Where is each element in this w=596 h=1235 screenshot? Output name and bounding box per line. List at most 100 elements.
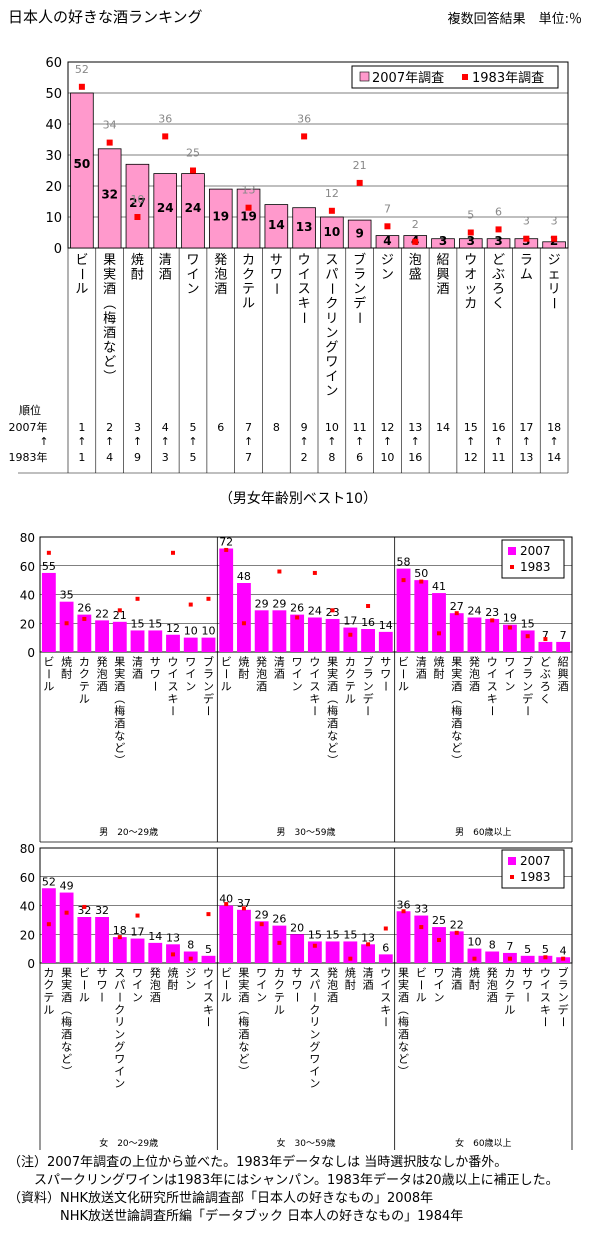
bar	[201, 955, 216, 963]
bar	[520, 630, 535, 652]
marker	[134, 214, 141, 220]
category-label: ル	[242, 297, 255, 312]
category-label: ウ	[464, 253, 477, 268]
category-label: デ	[522, 691, 533, 705]
category-label: ワ	[504, 655, 515, 668]
category-label: ル	[221, 680, 232, 693]
category-label: 酒	[159, 268, 172, 283]
data-label: 3	[494, 234, 502, 248]
category-label: パ	[309, 979, 320, 992]
category-label: ワ	[522, 979, 533, 992]
bar	[538, 641, 553, 652]
note-line: スパークリングワインは1983年にはシャンパン。1983年データは20歳以上に補…	[8, 1173, 559, 1188]
data-label: 14	[268, 218, 285, 232]
rank-arrow: ↑	[327, 435, 336, 448]
category-label: （	[237, 1004, 250, 1015]
y-tick-label: 0	[27, 646, 35, 660]
category-label: ウ	[298, 253, 311, 268]
rank-2007: 12	[380, 421, 394, 434]
category-label: デ	[353, 296, 366, 312]
bar	[148, 630, 163, 652]
category-label: ク	[242, 268, 255, 283]
category-label: イ	[132, 979, 143, 992]
category-label: テ	[274, 991, 285, 1004]
data-label: 22	[450, 918, 464, 931]
bar	[458, 238, 483, 249]
note-line: （資料）NHK放送文化研究所世論調査部「日本人の好きなもの」2008年	[8, 1191, 434, 1206]
legend-label: 1983年調査	[472, 71, 544, 86]
bar	[130, 630, 145, 652]
category-label: 梅	[61, 1015, 72, 1029]
rank-2007: 7	[245, 421, 252, 434]
legend-swatch-2007	[508, 857, 516, 865]
category-label: ク	[79, 668, 90, 681]
category-label: な	[327, 729, 338, 742]
marker	[190, 167, 196, 174]
category-label: サ	[380, 655, 391, 668]
data-label: 10	[324, 225, 341, 239]
category-label: ブ	[522, 654, 533, 668]
marker	[523, 235, 530, 242]
data-label: 7	[506, 940, 513, 953]
marker	[454, 930, 459, 935]
bar	[254, 610, 269, 652]
category-label: ど	[492, 253, 505, 268]
marker	[117, 608, 122, 613]
category-label: ラ	[203, 668, 214, 681]
bar	[148, 942, 163, 963]
y-tick-label: 60	[45, 56, 62, 71]
data-label: 24	[467, 605, 481, 618]
category-label: ワ	[309, 1053, 320, 1066]
category-label: 酒	[97, 680, 108, 693]
group-label: 女 60歳以上	[455, 1137, 511, 1149]
marker-label: 3	[523, 215, 530, 228]
marker-label: 36	[158, 112, 172, 125]
bar	[378, 954, 393, 963]
category-label: ー	[485, 705, 498, 716]
marker	[224, 902, 229, 907]
category-label: 泡	[97, 667, 108, 681]
category-label: 酎	[61, 667, 72, 681]
page-title: 日本人の好きな酒ランキング	[8, 8, 203, 26]
category-label: ー	[148, 681, 161, 692]
note-line: （注）2007年調査の上位から並べた。1983年データなしは 当時選択肢なしか番…	[8, 1155, 508, 1170]
category-label: （	[397, 1004, 410, 1015]
category-label: 酎	[469, 978, 480, 992]
category-label: ブ	[203, 654, 214, 668]
data-label: 33	[414, 903, 428, 916]
category-label: ク	[43, 979, 54, 992]
category-label: ワ	[292, 979, 303, 992]
category-label: ン	[114, 1077, 125, 1090]
category-label: 焼	[469, 966, 480, 979]
bar	[77, 917, 92, 963]
bar	[467, 948, 482, 963]
category-label: 酒	[327, 717, 338, 730]
category-label: 焼	[61, 655, 72, 668]
category-label: ー	[351, 311, 366, 324]
category-label: ー	[42, 668, 55, 679]
bar	[70, 92, 94, 249]
rank-2007: 18	[547, 421, 561, 434]
category-label: （	[450, 693, 463, 704]
category-label: ル	[43, 680, 54, 693]
category-label: イ	[114, 1065, 125, 1078]
data-label: 20	[290, 921, 304, 934]
category-label: ル	[79, 991, 90, 1004]
bar	[485, 951, 500, 963]
category-label: 酒	[61, 1028, 72, 1041]
data-label: 32	[77, 904, 91, 917]
bar	[307, 941, 322, 963]
marker	[312, 943, 317, 948]
category-label: ス	[309, 680, 320, 693]
data-label: 36	[397, 898, 411, 911]
marker-label: 36	[297, 112, 311, 125]
category-label: ワ	[185, 655, 196, 668]
marker	[188, 956, 193, 961]
category-label: ッ	[464, 282, 477, 297]
category-label: キ	[380, 1003, 391, 1016]
rank-arrow: ↑	[244, 435, 253, 448]
category-label: ）	[60, 1066, 73, 1077]
category-label: 清	[159, 253, 172, 268]
category-label: ク	[309, 1003, 320, 1016]
category-label: 果	[103, 253, 116, 268]
